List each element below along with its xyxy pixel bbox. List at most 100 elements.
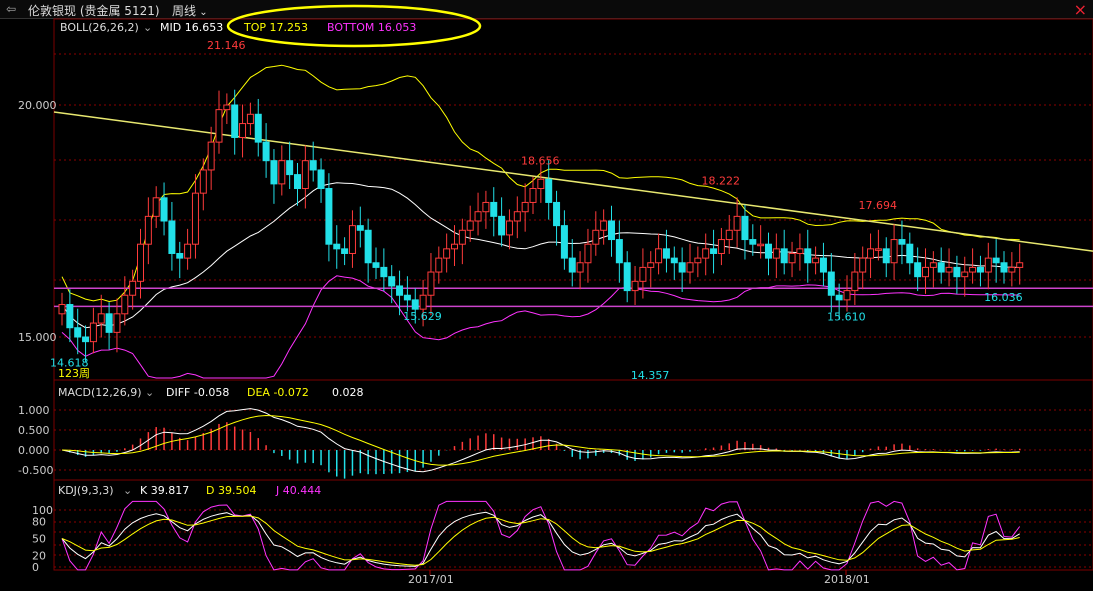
candle-body <box>443 248 451 259</box>
kdj-tick-label: 100 <box>32 504 53 517</box>
candle-body <box>294 174 301 190</box>
candle-body <box>333 243 341 250</box>
macd-diff-line <box>61 408 1020 473</box>
candle-body <box>545 178 553 203</box>
time-tick-label: 2018/01 <box>824 573 870 586</box>
candle-body <box>184 243 192 259</box>
period-selector[interactable]: 周线 ⌄ <box>172 2 208 19</box>
macd-tick-label: 1.000 <box>18 404 50 417</box>
candle-body <box>466 220 474 231</box>
candle-body <box>411 299 419 310</box>
candle-body <box>82 336 90 343</box>
price-annotation: 17.694 <box>859 199 898 212</box>
bars-count: 123周 <box>58 367 90 380</box>
candle-body <box>553 201 561 227</box>
back-icon[interactable]: ⇦ <box>6 2 17 16</box>
price-annotation: 14.618 <box>50 357 89 370</box>
candle-body <box>584 243 592 264</box>
boll-name[interactable]: BOLL(26,26,2) <box>60 21 139 34</box>
candle-body <box>380 266 388 278</box>
price-annotation: 14.357 <box>631 369 670 382</box>
price-panel-frame <box>53 18 1093 381</box>
macd-panel: 1.000 0.500 0.000 -0.500 <box>18 404 1021 479</box>
kdj-tick-label: 20 <box>32 550 46 563</box>
candle-body <box>458 229 466 245</box>
candle-body <box>270 160 278 185</box>
candle-body <box>97 313 105 324</box>
close-icon[interactable]: × <box>1073 0 1087 19</box>
candle-body <box>890 239 898 264</box>
kdj-k: K 39.817 <box>140 484 189 497</box>
candle-body <box>121 294 129 315</box>
kdj-j-line <box>61 500 1021 571</box>
grid-lines <box>54 53 1093 568</box>
candle-body <box>678 262 686 273</box>
boll-bottom: BOTTOM 16.053 <box>327 21 416 34</box>
candle-body <box>129 280 137 296</box>
candle-body <box>843 290 851 301</box>
candle-body <box>396 285 404 296</box>
candle-body <box>144 215 152 245</box>
candle-body <box>772 248 780 259</box>
descending-trendline <box>53 111 1093 252</box>
candle-body <box>246 113 254 125</box>
time-axis: 2017/01 2018/01 <box>408 570 870 586</box>
macd-name[interactable]: MACD(12,26,9) <box>58 386 142 399</box>
candle-body <box>788 252 796 264</box>
price-tick-label: 15.000 <box>18 331 57 344</box>
candle-body <box>278 160 286 185</box>
candle-body <box>922 266 929 278</box>
candle-body <box>191 192 199 245</box>
candle-body <box>301 160 309 190</box>
kdj-d: D 39.504 <box>206 484 256 497</box>
kdj-chevron-icon[interactable]: ⌄ <box>123 484 132 497</box>
macd-chevron-icon[interactable]: ⌄ <box>145 386 154 399</box>
candle-body <box>647 262 655 268</box>
candle-body <box>623 262 631 292</box>
candle-body <box>796 248 804 254</box>
candle-body <box>89 322 97 343</box>
candle-body <box>929 262 937 268</box>
candle-body <box>105 313 113 333</box>
kdj-d-line <box>61 515 1020 566</box>
candle-body <box>576 262 584 273</box>
candle-body <box>992 257 1000 264</box>
candle-body <box>1016 262 1024 268</box>
candle-body <box>953 266 961 278</box>
candle-body <box>482 201 490 213</box>
candle-body <box>780 248 788 264</box>
candle-body <box>670 257 678 264</box>
trendline <box>53 111 1093 252</box>
candle-body <box>435 257 443 273</box>
kdj-name[interactable]: KDJ(9,3,3) <box>58 484 114 497</box>
macd-tick-label: -0.500 <box>18 464 53 477</box>
chevron-down-icon: ⌄ <box>196 7 208 18</box>
candle-body <box>505 220 513 236</box>
candle-body <box>513 211 521 222</box>
price-annotation: 16.036 <box>984 291 1023 304</box>
price-annotation: 15.629 <box>403 310 442 323</box>
candle-body <box>325 188 333 245</box>
price-annotation: 18.656 <box>521 154 560 167</box>
candle-body <box>937 262 945 273</box>
macd-dea-line <box>61 414 1020 466</box>
candle-body <box>741 215 749 241</box>
candle-body <box>223 104 231 111</box>
candle-body <box>403 294 411 301</box>
candle-body <box>725 229 733 241</box>
candle-body <box>859 257 867 273</box>
candle-body <box>914 262 922 278</box>
candle-body <box>874 248 882 251</box>
candle-body <box>113 313 121 333</box>
candle-body <box>945 266 953 273</box>
candle-body <box>388 276 396 287</box>
candle-body <box>215 109 223 143</box>
boll-chevron-icon[interactable]: ⌄ <box>143 21 152 34</box>
boll-lower-line <box>61 275 1020 379</box>
macd-tick-label: 0.000 <box>18 444 50 457</box>
candle-body <box>639 266 647 282</box>
instrument-title: 伦敦银现 (贵金属 5121) <box>28 4 160 18</box>
candle-body <box>537 178 545 190</box>
candle-body <box>451 243 458 250</box>
